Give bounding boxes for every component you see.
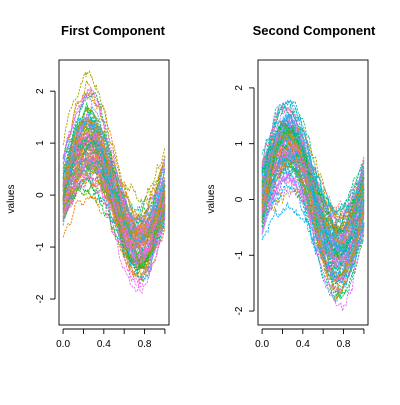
series-lines bbox=[261, 98, 365, 312]
series-line bbox=[62, 117, 166, 252]
series-line bbox=[261, 145, 365, 297]
axes: 0.0 0.4 0.8 -2 -1 0 1 2 bbox=[234, 85, 365, 350]
y-tick-label: 1 bbox=[234, 140, 245, 146]
y-tick-label: -1 bbox=[234, 250, 245, 259]
series-line bbox=[261, 121, 365, 234]
series-line bbox=[262, 173, 365, 285]
series-line bbox=[62, 158, 166, 263]
chart-title: Second Component bbox=[253, 23, 376, 38]
series-line bbox=[62, 174, 166, 256]
panel-second-component: Second Component values 0.0 0.4 0.8 -2 -1 0 1 2 bbox=[206, 23, 376, 350]
series-line bbox=[62, 118, 166, 242]
x-tick-label: 0.0 bbox=[56, 339, 70, 350]
series-line bbox=[62, 174, 166, 236]
series-line bbox=[261, 126, 365, 261]
series-line bbox=[62, 167, 166, 236]
y-axis-label: values bbox=[6, 185, 17, 214]
series-line bbox=[261, 130, 365, 258]
series-line bbox=[261, 159, 364, 231]
series-line bbox=[62, 91, 166, 222]
y-tick-label: -2 bbox=[234, 306, 245, 315]
series-line bbox=[62, 158, 166, 273]
series-line bbox=[62, 157, 166, 228]
series-line bbox=[62, 173, 166, 241]
series-line bbox=[261, 201, 365, 286]
x-tick-label: 0.8 bbox=[337, 339, 351, 350]
series-line bbox=[62, 70, 166, 221]
series-line bbox=[261, 144, 365, 284]
series-line bbox=[261, 151, 365, 264]
series-line bbox=[261, 166, 365, 271]
axes: 0.0 0.4 0.8 -2 -1 0 1 2 bbox=[35, 88, 166, 350]
series-line bbox=[261, 172, 365, 268]
series-line bbox=[62, 106, 166, 270]
y-tick-label: -1 bbox=[35, 242, 46, 251]
chart-title: First Component bbox=[61, 23, 166, 38]
y-tick-label: 0 bbox=[234, 196, 245, 202]
series-line bbox=[62, 168, 166, 244]
series-line bbox=[261, 116, 365, 252]
series-line bbox=[62, 134, 166, 255]
series-line bbox=[261, 131, 365, 294]
panel-first-component: First Component values 0.0 0.4 0.8 -2 -1 0 1 2 bbox=[6, 23, 170, 350]
series-line bbox=[62, 125, 166, 282]
x-tick-label: 0.8 bbox=[138, 339, 152, 350]
series-line bbox=[62, 177, 166, 267]
series-line bbox=[62, 130, 166, 235]
x-tick-label: 0.0 bbox=[255, 339, 269, 350]
series-line bbox=[261, 105, 365, 236]
series-line bbox=[62, 120, 166, 282]
series-line bbox=[261, 99, 365, 238]
series-line bbox=[261, 120, 365, 222]
series-line bbox=[62, 156, 166, 265]
series-lines bbox=[62, 70, 166, 294]
y-tick-label: 0 bbox=[35, 192, 46, 198]
series-line bbox=[62, 91, 166, 257]
y-tick-label: 2 bbox=[234, 85, 245, 91]
y-axis-label: values bbox=[206, 185, 217, 214]
series-line bbox=[261, 149, 365, 312]
y-tick-label: 1 bbox=[35, 140, 46, 146]
series-line bbox=[261, 117, 365, 303]
series-line bbox=[62, 119, 166, 288]
series-line bbox=[62, 122, 166, 263]
series-line bbox=[62, 118, 166, 223]
y-tick-label: 2 bbox=[35, 88, 46, 94]
series-line bbox=[261, 124, 365, 256]
series-line bbox=[261, 171, 365, 264]
y-tick-label: -2 bbox=[35, 294, 46, 303]
x-tick-label: 0.4 bbox=[97, 339, 111, 350]
series-line bbox=[62, 164, 166, 278]
plot-frame bbox=[58, 59, 170, 326]
series-line bbox=[62, 136, 166, 282]
plot-frame bbox=[257, 59, 369, 326]
series-line bbox=[261, 183, 365, 285]
series-line bbox=[62, 148, 166, 212]
series-line bbox=[261, 134, 365, 282]
series-line bbox=[261, 103, 365, 216]
x-tick-label: 0.4 bbox=[296, 339, 310, 350]
